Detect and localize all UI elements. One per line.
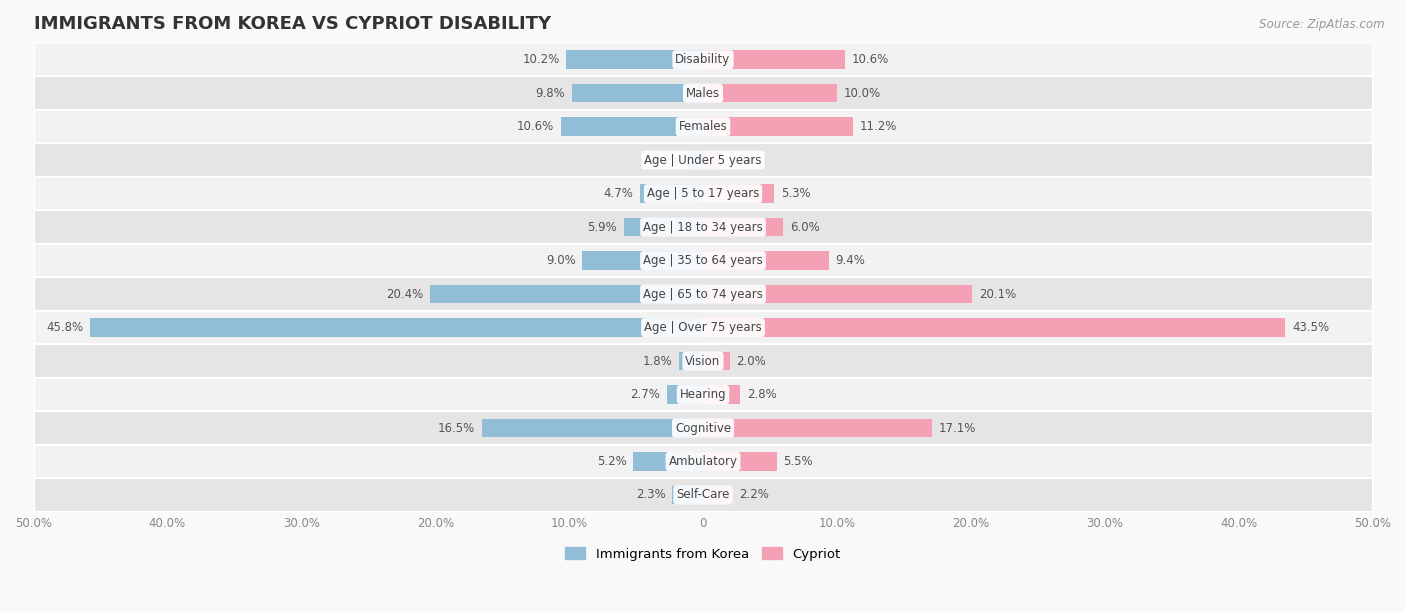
Text: 20.1%: 20.1%	[979, 288, 1017, 300]
Text: Age | 35 to 64 years: Age | 35 to 64 years	[643, 254, 763, 267]
Text: 9.4%: 9.4%	[835, 254, 866, 267]
Bar	[633, 452, 703, 471]
Bar	[703, 352, 730, 370]
Bar	[689, 151, 703, 170]
Bar	[679, 352, 703, 370]
Bar	[703, 50, 845, 69]
Text: 17.1%: 17.1%	[939, 422, 976, 435]
Text: Age | 65 to 74 years: Age | 65 to 74 years	[643, 288, 763, 300]
Text: 43.5%: 43.5%	[1292, 321, 1329, 334]
Text: Self-Care: Self-Care	[676, 488, 730, 501]
Text: 10.2%: 10.2%	[523, 53, 560, 66]
Bar	[703, 151, 720, 170]
Bar	[561, 118, 703, 136]
Text: Vision: Vision	[685, 354, 721, 368]
Text: 9.0%: 9.0%	[546, 254, 576, 267]
Bar	[703, 386, 741, 404]
Text: 9.8%: 9.8%	[536, 87, 565, 100]
Text: 10.0%: 10.0%	[844, 87, 880, 100]
Bar	[34, 445, 1372, 478]
Bar	[34, 76, 1372, 110]
Text: 5.3%: 5.3%	[780, 187, 810, 200]
Bar	[703, 452, 776, 471]
Text: Cognitive: Cognitive	[675, 422, 731, 435]
Text: 10.6%: 10.6%	[852, 53, 889, 66]
Text: 5.5%: 5.5%	[783, 455, 813, 468]
Text: 1.3%: 1.3%	[727, 154, 756, 166]
Text: 2.2%: 2.2%	[740, 488, 769, 501]
Text: 1.8%: 1.8%	[643, 354, 672, 368]
Text: 5.2%: 5.2%	[598, 455, 627, 468]
Text: Females: Females	[679, 120, 727, 133]
Text: 5.9%: 5.9%	[588, 220, 617, 234]
Bar	[567, 50, 703, 69]
Text: 16.5%: 16.5%	[439, 422, 475, 435]
Bar	[624, 218, 703, 236]
Text: Hearing: Hearing	[679, 388, 727, 401]
Text: Ambulatory: Ambulatory	[668, 455, 738, 468]
Bar	[34, 378, 1372, 411]
Bar	[34, 411, 1372, 445]
Text: 1.1%: 1.1%	[652, 154, 682, 166]
Bar	[703, 419, 932, 437]
Bar	[34, 110, 1372, 143]
Bar	[703, 184, 773, 203]
Bar	[703, 84, 837, 102]
Text: 10.6%: 10.6%	[517, 120, 554, 133]
Text: Disability: Disability	[675, 53, 731, 66]
Bar	[703, 252, 830, 270]
Bar	[703, 218, 783, 236]
Bar	[482, 419, 703, 437]
Bar	[34, 143, 1372, 177]
Text: 4.7%: 4.7%	[603, 187, 633, 200]
Bar	[703, 118, 853, 136]
Bar	[34, 277, 1372, 311]
Bar	[672, 486, 703, 504]
Bar	[34, 244, 1372, 277]
Text: 2.8%: 2.8%	[747, 388, 778, 401]
Text: 2.0%: 2.0%	[737, 354, 766, 368]
Bar	[582, 252, 703, 270]
Bar	[703, 486, 733, 504]
Bar	[34, 211, 1372, 244]
Bar	[34, 43, 1372, 76]
Bar	[34, 345, 1372, 378]
Text: 2.3%: 2.3%	[636, 488, 665, 501]
Bar	[34, 311, 1372, 345]
Text: Age | Under 5 years: Age | Under 5 years	[644, 154, 762, 166]
Text: Age | 18 to 34 years: Age | 18 to 34 years	[643, 220, 763, 234]
Bar	[703, 285, 972, 304]
Text: Age | Over 75 years: Age | Over 75 years	[644, 321, 762, 334]
Text: 6.0%: 6.0%	[790, 220, 820, 234]
Text: IMMIGRANTS FROM KOREA VS CYPRIOT DISABILITY: IMMIGRANTS FROM KOREA VS CYPRIOT DISABIL…	[34, 15, 551, 33]
Bar	[572, 84, 703, 102]
Bar	[703, 318, 1285, 337]
Bar	[34, 177, 1372, 211]
Text: 45.8%: 45.8%	[46, 321, 83, 334]
Bar	[640, 184, 703, 203]
Text: 11.2%: 11.2%	[859, 120, 897, 133]
Text: Males: Males	[686, 87, 720, 100]
Bar	[430, 285, 703, 304]
Legend: Immigrants from Korea, Cypriot: Immigrants from Korea, Cypriot	[560, 542, 846, 566]
Text: 20.4%: 20.4%	[385, 288, 423, 300]
Text: Source: ZipAtlas.com: Source: ZipAtlas.com	[1260, 18, 1385, 31]
Text: Age | 5 to 17 years: Age | 5 to 17 years	[647, 187, 759, 200]
Bar	[34, 478, 1372, 512]
Text: 2.7%: 2.7%	[630, 388, 661, 401]
Bar	[90, 318, 703, 337]
Bar	[666, 386, 703, 404]
